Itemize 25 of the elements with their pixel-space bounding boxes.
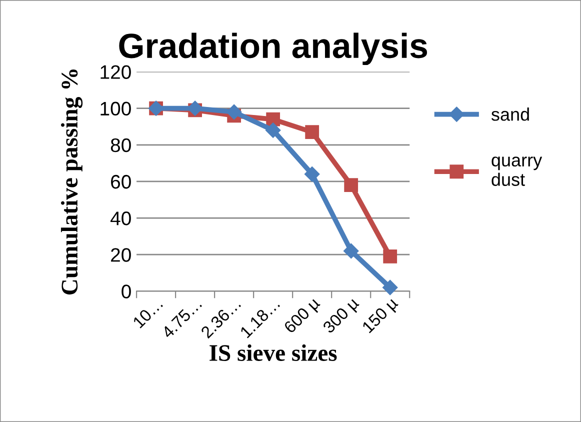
y-tick-label: 80 [110,138,131,152]
point [344,178,358,192]
legend-label: sand [491,108,529,121]
point [266,112,280,126]
x-tick-label: 600 µ [283,296,323,336]
legend-label: quarry dust [492,156,542,186]
point [382,280,398,296]
point [266,122,281,138]
y-tick-label: 60 [111,174,131,189]
y-axis-title: Cumulative passing % [60,70,83,294]
chart-title: Gradation analysis [119,32,427,66]
y-tick-label: 100 [100,102,131,116]
y-tick-label: 40 [110,212,131,226]
x-tick-label: 10… [132,298,164,329]
point [344,243,359,259]
point [383,249,398,264]
x-tick-label: 150 µ [362,296,401,336]
y-tick-label: 20 [111,248,131,262]
y-tick-label: 0 [122,284,131,298]
y-tick-label: 120 [100,65,131,79]
point [304,166,320,182]
point [226,104,242,120]
point [305,125,320,140]
x-tick-label: 300 µ [322,296,362,336]
x-axis-title: IS sieve sizes [210,344,337,361]
